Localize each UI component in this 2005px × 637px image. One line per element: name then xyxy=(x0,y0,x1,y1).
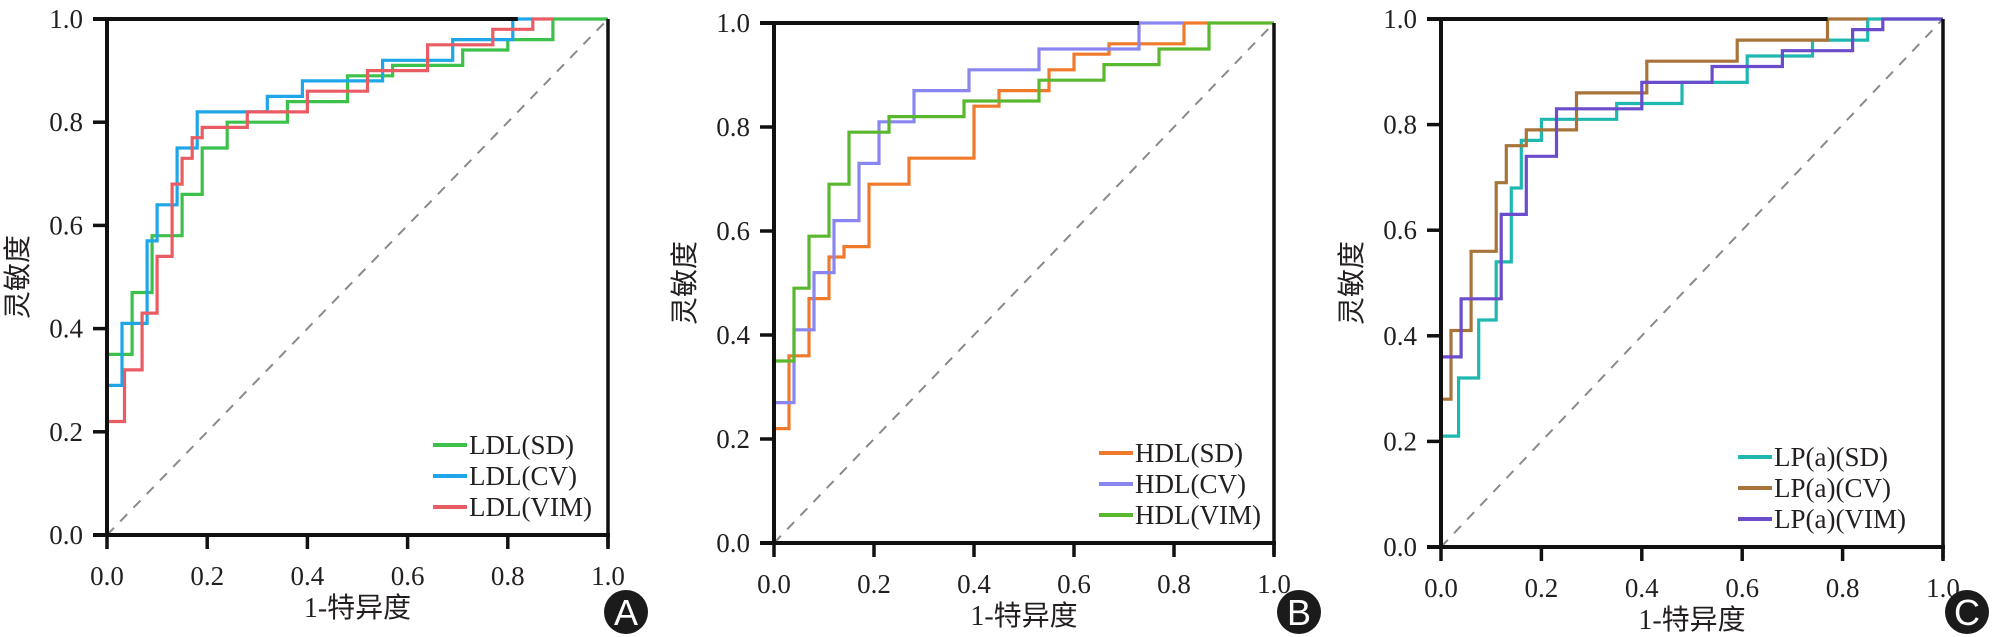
y-axis-title: 灵敏度 xyxy=(2,235,34,319)
x-tick-label: 0.6 xyxy=(1057,569,1091,599)
y-tick-label: 0.0 xyxy=(1383,532,1417,562)
y-tick-label: 0.4 xyxy=(49,314,83,344)
roc-curve-2 xyxy=(1441,17,1868,401)
y-tick-label: 0.8 xyxy=(49,107,83,137)
y-tick-label: 1.0 xyxy=(1383,4,1417,34)
y-tick-label: 0.4 xyxy=(1383,321,1417,351)
y-axis-title: 灵敏度 xyxy=(669,241,701,325)
legend-label: HDL(VIM) xyxy=(1135,500,1261,530)
x-tick-label: 0.8 xyxy=(1826,573,1860,603)
y-tick-label: 0.6 xyxy=(49,210,83,240)
roc-curve-2 xyxy=(107,17,533,387)
legend: LP(a)(SD)LP(a)(CV)LP(a)(VIM) xyxy=(1738,442,1906,534)
legend-label: HDL(CV) xyxy=(1135,469,1246,499)
x-tick-label: 0.4 xyxy=(957,569,991,599)
panel-c: 0.00.20.40.60.81.00.0 0.2 0.4 0.6 0.8 1.01-特异… xyxy=(1336,4,1989,636)
panel-badge xyxy=(604,590,648,634)
y-axis-title: 灵敏度 xyxy=(1336,241,1368,325)
roc-curve-2 xyxy=(774,21,1184,405)
x-axis-title: 1-特异度 xyxy=(1638,604,1745,636)
y-tick-label: 0.0 xyxy=(49,520,83,550)
x-tick-label: 0.2 xyxy=(857,569,891,599)
roc-curve-3 xyxy=(1441,17,1943,359)
reference-diagonal xyxy=(106,18,609,536)
reference-diagonal xyxy=(773,22,1275,544)
y-tick-label: 0.0 xyxy=(716,528,750,558)
roc-curve-1 xyxy=(107,17,608,356)
y-tick-label: 0.2 xyxy=(716,424,750,454)
y-tick-label: 0.6 xyxy=(1383,215,1417,245)
x-tick-label: 0.6 xyxy=(1725,573,1759,603)
panel-badge xyxy=(1945,590,1989,634)
x-tick-label: 0.4 xyxy=(291,561,325,591)
roc-curve-3 xyxy=(774,21,1274,363)
x-axis-title: 1-特异度 xyxy=(970,600,1077,632)
panel-badge-label: A xyxy=(614,592,638,633)
panel-b: 0.0 0.2 0.4 0.6 0.8 1.0 0.0 0.2 0.4 0.6 0.8 1.0 1-特异… xyxy=(669,8,1321,634)
legend-label: LP(a)(SD) xyxy=(1774,442,1888,472)
y-tick-label: 0.8 xyxy=(1383,110,1417,140)
panel-badge xyxy=(1277,590,1321,634)
x-tick-label: 1.0 xyxy=(1257,569,1291,599)
panel-a: 0.0 0.2 0.4 0.6 0.8 1.0 0.0 0.2 0.4 0.6 0.8 1.0 1-特异… xyxy=(2,4,648,634)
x-tick-label: 0.8 xyxy=(1157,569,1191,599)
x-tick-label: 0.8 xyxy=(491,561,525,591)
legend-label: HDL(SD) xyxy=(1135,438,1243,468)
y-tick-label: 0.8 xyxy=(716,112,750,142)
y-tick-label: 1.0 xyxy=(49,4,83,34)
legend-label: LDL(SD) xyxy=(469,430,574,460)
x-tick-label: 0.0 xyxy=(1424,573,1458,603)
y-tick-label: 0.2 xyxy=(49,417,83,447)
y-tick-label: 0.6 xyxy=(716,216,750,246)
panel-badge-label: C xyxy=(1954,592,1980,633)
x-axis-title: 1-特异度 xyxy=(304,592,411,624)
roc-curve-3 xyxy=(107,17,553,424)
legend-label: LDL(CV) xyxy=(469,461,577,491)
legend-label: LP(a)(CV) xyxy=(1774,473,1891,503)
panel-badge-label: B xyxy=(1287,592,1311,633)
legend: LDL(SD)LDL(CV)LDL(VIM) xyxy=(433,430,592,522)
x-tick-label: 0.0 xyxy=(90,561,124,591)
x-tick-label: 0.2 xyxy=(1525,573,1559,603)
x-tick-label: 0.2 xyxy=(190,561,224,591)
y-tick-label: 0.2 xyxy=(1383,426,1417,456)
x-tick-label: 0.0 xyxy=(757,569,791,599)
y-tick-label: 0.4 xyxy=(716,320,750,350)
legend-label: LDL(VIM) xyxy=(469,492,592,522)
legend-label: LP(a)(VIM) xyxy=(1774,504,1906,534)
x-tick-label: 0.6 xyxy=(391,561,425,591)
reference-diagonal xyxy=(1440,18,1944,548)
x-tick-label: 0.4 xyxy=(1625,573,1659,603)
x-tick-label: 1.0 xyxy=(591,561,625,591)
legend: HDL(SD)HDL(CV)HDL(VIM) xyxy=(1099,438,1261,530)
y-tick-label: 1.0 xyxy=(716,8,750,38)
roc-curve-1 xyxy=(774,21,1209,431)
